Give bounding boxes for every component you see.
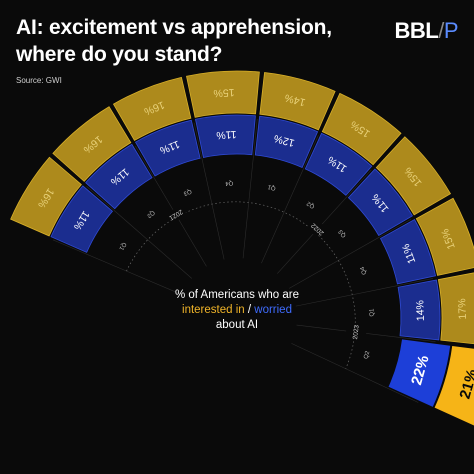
interested-bar bbox=[434, 345, 474, 426]
interested-value-label: 17% bbox=[456, 298, 469, 319]
year-label: 2023 bbox=[352, 324, 361, 340]
guide-line bbox=[261, 135, 319, 264]
guide-line bbox=[291, 343, 419, 403]
center-interested: interested in bbox=[182, 304, 245, 316]
worried-bar bbox=[347, 168, 413, 237]
logo-letter: P bbox=[443, 18, 459, 43]
brand-logo: BBL/P bbox=[394, 18, 458, 44]
worried-bar bbox=[304, 132, 373, 196]
guide-line bbox=[193, 122, 225, 260]
logo-slash: / bbox=[438, 18, 444, 43]
worried-bar bbox=[85, 143, 153, 210]
interested-value-label: 14% bbox=[283, 91, 306, 108]
source-note: Source: GWI bbox=[16, 76, 62, 85]
interested-bar bbox=[186, 70, 260, 118]
quarter-label: Q3 bbox=[182, 188, 192, 197]
interested-bar bbox=[52, 106, 132, 182]
quarter-label: Q4 bbox=[360, 265, 369, 275]
year-label-bg bbox=[165, 209, 186, 220]
guide-line bbox=[86, 186, 193, 279]
center-line-3: about AI bbox=[215, 319, 259, 331]
interested-bar bbox=[259, 72, 336, 131]
page-title: AI: excitement vs apprehension, where do… bbox=[16, 16, 332, 66]
year-label-bg bbox=[346, 327, 367, 338]
worried-value-label: 12% bbox=[273, 132, 296, 149]
worried-bar bbox=[397, 279, 441, 341]
guide-line bbox=[52, 239, 182, 295]
center-line-1: % of Americans who are bbox=[174, 289, 299, 301]
interested-bar bbox=[112, 76, 192, 142]
guide-line bbox=[242, 118, 258, 259]
worried-bar bbox=[195, 114, 256, 158]
quarter-label: Q4 bbox=[224, 179, 233, 185]
interested-bar bbox=[415, 197, 474, 276]
worried-value-label: 11% bbox=[216, 128, 237, 141]
center-separator: / bbox=[244, 304, 255, 316]
interested-bar bbox=[375, 136, 452, 216]
center-worried: worried bbox=[254, 304, 292, 316]
worried-bar bbox=[379, 219, 437, 285]
guide-line bbox=[289, 218, 412, 289]
guide-line bbox=[295, 278, 434, 307]
worried-bar bbox=[388, 339, 451, 407]
guide-line bbox=[134, 145, 207, 267]
worried-value-label: 14% bbox=[414, 300, 427, 321]
quarter-label: Q2 bbox=[363, 350, 371, 360]
quarter-label: Q2 bbox=[145, 209, 156, 219]
worried-bar bbox=[134, 119, 201, 177]
guide-line bbox=[277, 169, 372, 274]
quarter-track bbox=[126, 201, 356, 369]
interested-bar bbox=[437, 272, 474, 345]
quarter-label: Q1 bbox=[267, 183, 277, 191]
year-label-bg bbox=[307, 224, 328, 235]
worried-bar bbox=[50, 185, 114, 253]
interested-bar bbox=[321, 92, 402, 166]
center-label: % of Americans who are interested in / w… bbox=[152, 288, 322, 333]
interested-bar bbox=[10, 156, 82, 237]
quarter-label: Q2 bbox=[305, 199, 316, 209]
interested-value-label: 15% bbox=[213, 86, 235, 99]
logo-text: BBL bbox=[394, 18, 439, 43]
worried-bar bbox=[254, 115, 319, 169]
quarter-label: Q1 bbox=[369, 308, 375, 317]
quarter-label: Q3 bbox=[338, 228, 348, 239]
quarter-label: Q1 bbox=[117, 241, 127, 252]
